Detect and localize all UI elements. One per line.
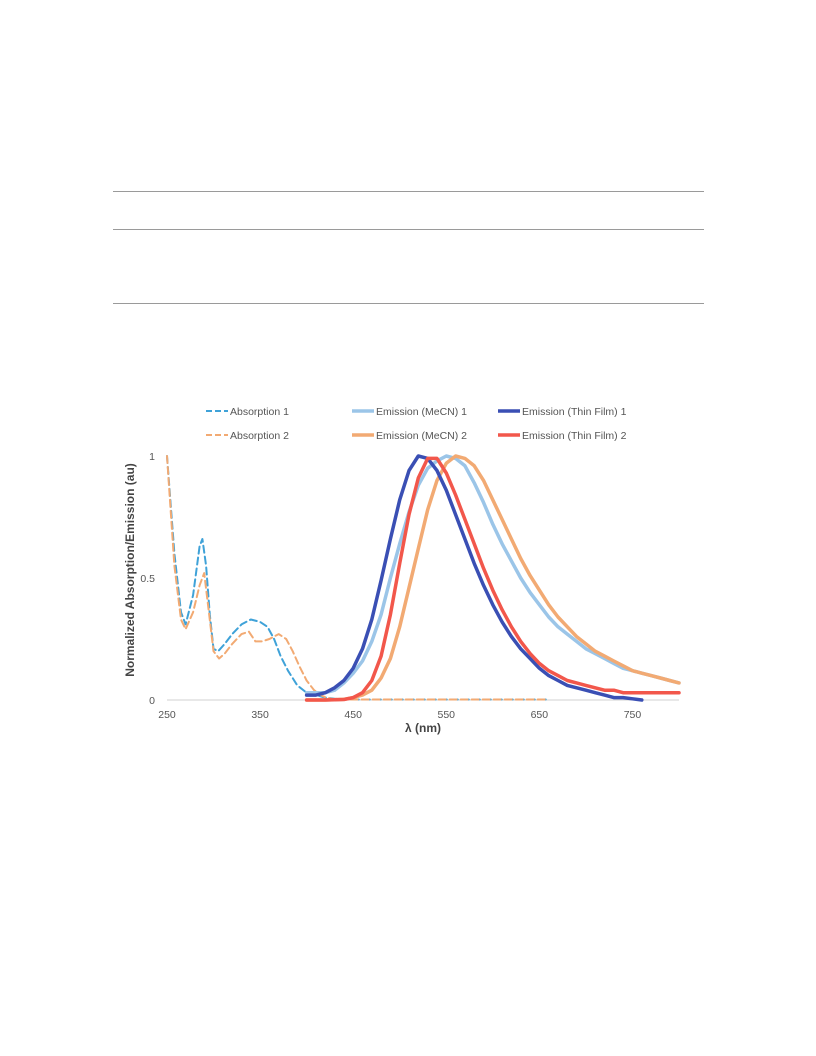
spectra-figure: 250 350 450 550 650 750 0 0.5 1 Absorption 1 Abso… bbox=[120, 385, 690, 745]
chart-legend: Absorption 1 Absorption 2 Emission (MeCN) … bbox=[206, 406, 627, 442]
x-axis-label: λ (nm) bbox=[405, 721, 441, 735]
table-bottom-rule bbox=[113, 303, 704, 304]
y-tick-label: 0.5 bbox=[140, 573, 155, 585]
legend-label: Absorption 1 bbox=[230, 406, 289, 418]
y-axis-label: Normalized Absorption/Emission (au) bbox=[123, 463, 137, 677]
legend-label: Emission (MeCN) 2 bbox=[376, 430, 467, 442]
x-tick-label: 550 bbox=[438, 709, 456, 721]
table-top-rule bbox=[113, 191, 704, 192]
series-line-3 bbox=[304, 454, 681, 695]
legend-label: Emission (MeCN) 1 bbox=[376, 406, 467, 418]
y-tick-label: 1 bbox=[149, 451, 155, 463]
series-line-6 bbox=[304, 456, 681, 702]
series-line-4 bbox=[304, 454, 681, 702]
chart-axes: 250 350 450 550 650 750 0 0.5 1 bbox=[140, 451, 679, 721]
legend-label: Absorption 2 bbox=[230, 430, 289, 442]
series-layer bbox=[166, 454, 681, 702]
y-tick-label: 0 bbox=[149, 695, 155, 707]
legend-label: Emission (Thin Film) 1 bbox=[522, 406, 627, 418]
series-line-5 bbox=[304, 454, 644, 702]
x-tick-label: 650 bbox=[531, 709, 549, 721]
x-tick-label: 350 bbox=[251, 709, 269, 721]
x-tick-label: 750 bbox=[624, 709, 642, 721]
x-tick-label: 450 bbox=[344, 709, 362, 721]
table-header-rule bbox=[113, 229, 704, 230]
x-tick-label: 250 bbox=[158, 709, 176, 721]
legend-label: Emission (Thin Film) 2 bbox=[522, 430, 627, 442]
